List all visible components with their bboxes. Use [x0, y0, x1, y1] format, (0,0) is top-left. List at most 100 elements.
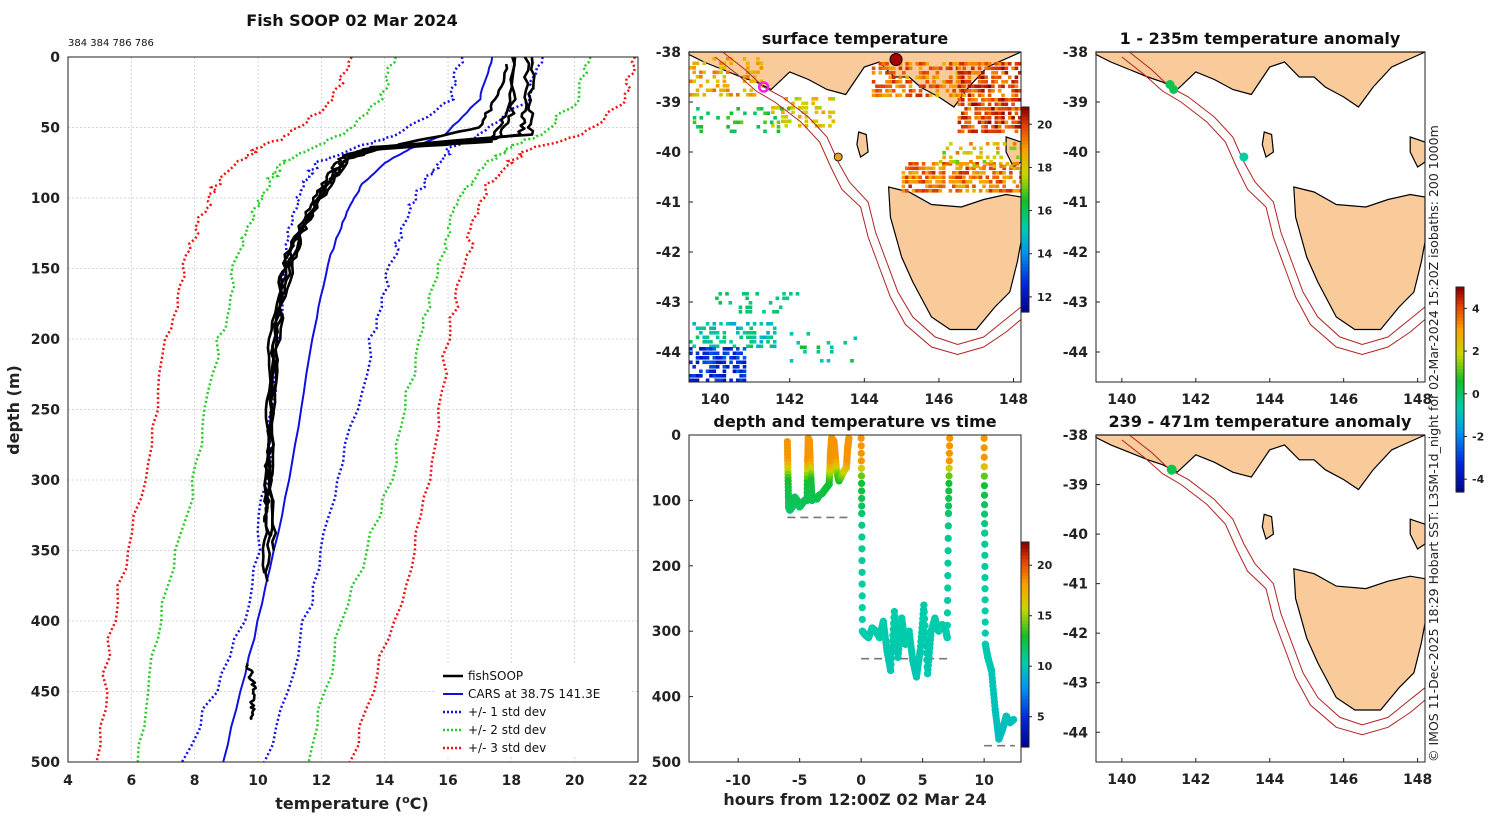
anom-upper-ytick--38: -38 — [1063, 45, 1088, 61]
sst-pixel — [974, 62, 978, 66]
anomaly-colorbar-color-step — [1456, 345, 1464, 350]
anomaly-colorbar-color-step — [1456, 386, 1464, 391]
sst-pixel — [957, 93, 962, 98]
sst-pixel — [699, 347, 703, 351]
sst-colorbar-color-step — [1021, 294, 1029, 299]
dive-sample — [981, 540, 989, 548]
sst-pixel — [958, 184, 963, 189]
sst-pixel — [901, 180, 906, 184]
sst-pixel — [955, 162, 959, 166]
sst-pixel — [715, 331, 720, 335]
dive-sample — [981, 529, 989, 537]
sst-pixel — [955, 180, 959, 184]
anomaly-colorbar-tick-4: 4 — [1472, 302, 1480, 315]
sst-pixel — [739, 374, 743, 378]
dive-sample — [887, 655, 895, 663]
dt-colorbar-color-step — [1021, 613, 1029, 618]
sst-pixel — [689, 360, 693, 365]
sst-pixel — [977, 71, 982, 75]
dive-sample — [921, 628, 929, 637]
sst-patch-eastvic — [957, 62, 1022, 134]
sst-pixel — [1014, 129, 1019, 134]
sst-pixel — [962, 180, 966, 184]
sst-pixel — [772, 340, 777, 344]
sst-pixel — [692, 70, 696, 75]
sst-pixel — [985, 175, 990, 180]
sst-pixel — [699, 369, 703, 374]
tick-y-450: 450 — [31, 685, 60, 701]
sst-pixel — [951, 184, 956, 189]
sst-pixel — [722, 360, 727, 365]
sst-pixel — [997, 98, 1002, 102]
sst-pixel — [1012, 162, 1017, 166]
sst-pixel — [881, 84, 886, 89]
sst-pixel — [725, 351, 730, 356]
sst-pixel — [995, 184, 1000, 189]
sst-pixel — [941, 180, 946, 184]
dt-colorbar-tick-20: 20 — [1037, 559, 1053, 572]
anomaly-lower-ticks: 140 142 144 146 148 -38 -39 -40 -41 -42 -43 -44 — [1063, 428, 1433, 788]
sst-pixel — [925, 189, 929, 193]
sst-pixel — [960, 71, 965, 75]
sst-pixel — [1001, 116, 1005, 120]
sst-pixel — [811, 97, 815, 101]
sst-pixel — [871, 93, 876, 98]
sst-pixel — [988, 180, 993, 184]
sst-pixel — [742, 369, 747, 374]
dive-sample — [858, 592, 866, 600]
sst-pixel — [991, 66, 995, 71]
anom-lower-xtick-142: 142 — [1181, 772, 1210, 788]
tick-x-18: 18 — [502, 773, 521, 789]
sst-pixel — [987, 89, 992, 93]
tick-y-350: 350 — [31, 544, 60, 560]
sst-pixel — [908, 166, 912, 171]
sst-pixel — [729, 129, 734, 134]
sst-pixel — [1014, 62, 1019, 66]
sst-pixel — [1001, 111, 1005, 116]
sst-pixel — [935, 71, 940, 75]
dt-colorbar-color-step — [1021, 576, 1029, 581]
sst-pixel — [752, 340, 757, 344]
sst-pixel — [804, 119, 809, 124]
sst-pixel — [781, 110, 785, 115]
sst-pixel — [938, 189, 943, 193]
sst-pixel — [1002, 164, 1007, 169]
dive-sample — [981, 520, 989, 528]
sst-pixel — [1009, 171, 1013, 175]
sst-pixel — [853, 336, 858, 341]
anom-upper-ytick--39: -39 — [1063, 95, 1088, 111]
sst-pixel — [985, 189, 990, 193]
dt-colorbar-color-step — [1021, 661, 1029, 666]
sst-pixel — [991, 71, 995, 75]
dive-sample — [857, 457, 865, 465]
sst-pixel — [981, 75, 985, 80]
sst-pixel — [775, 296, 780, 301]
sst-pixel — [799, 345, 804, 350]
sst-pixel — [699, 125, 704, 129]
dt-colorbar-color-step — [1021, 600, 1029, 605]
sst-pixel — [985, 142, 990, 146]
sst-colorbar-color-step — [1021, 192, 1029, 197]
sst-pixel — [745, 292, 749, 296]
dive-sample — [944, 522, 952, 530]
sst-pixel — [699, 326, 703, 331]
sst-pixel — [991, 107, 995, 111]
anom-upper-xtick-148: 148 — [1403, 392, 1432, 408]
sst-pixel — [911, 189, 916, 193]
sst-pixel — [922, 71, 926, 75]
sst-pixel — [895, 84, 899, 89]
sst-pixel — [732, 322, 737, 326]
sst-pixel — [768, 301, 773, 305]
sst-pixel — [972, 175, 976, 180]
sst-pixel — [948, 175, 953, 180]
sst-pixel — [781, 119, 785, 124]
dt-ytick-500: 500 — [652, 755, 681, 771]
sst-pixel — [1018, 125, 1022, 129]
sst-pixel — [955, 175, 959, 180]
anomaly-colorbar-color-step — [1456, 358, 1464, 363]
sst-pixel — [1002, 166, 1006, 171]
sst-pixel — [741, 292, 746, 296]
anomaly-colorbar-color-step — [1456, 389, 1464, 394]
sst-pixel — [967, 75, 972, 80]
anomaly-lower-title: 239 - 471m temperature anomaly — [1109, 412, 1412, 431]
